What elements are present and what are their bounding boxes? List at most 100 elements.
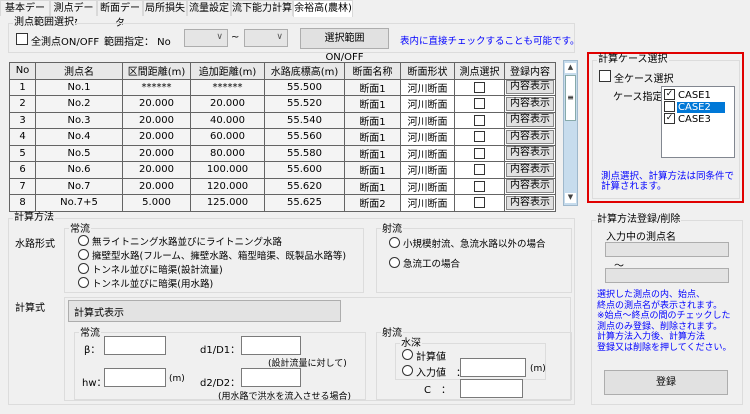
tab-2[interactable]: 断面データ bbox=[97, 0, 143, 29]
channel-type-radio[interactable] bbox=[78, 235, 89, 246]
point-select-cell[interactable] bbox=[454, 161, 505, 179]
table-cell: 55.620 bbox=[264, 177, 345, 195]
d2-input[interactable] bbox=[241, 368, 301, 387]
channel-type-radio[interactable] bbox=[389, 237, 400, 248]
show-content-cell[interactable]: 内容表示 bbox=[504, 78, 556, 96]
table-cell: 1 bbox=[9, 78, 36, 96]
show-content-button[interactable]: 内容表示 bbox=[506, 113, 554, 128]
show-content-cell[interactable]: 内容表示 bbox=[504, 177, 556, 195]
channel-type-radio[interactable] bbox=[78, 277, 89, 288]
table-row[interactable]: 2 No.2 20.000 20.000 55.520 断面1 河川断面 内容表示 bbox=[9, 95, 556, 113]
range-to-combo[interactable]: ∨ bbox=[244, 29, 288, 47]
channel-type-radio[interactable] bbox=[78, 249, 89, 260]
point-select-checkbox[interactable] bbox=[474, 147, 485, 159]
point-select-cell[interactable] bbox=[454, 144, 505, 162]
depth-input-field[interactable] bbox=[460, 358, 526, 377]
range-from-combo[interactable]: ∨ bbox=[184, 29, 228, 47]
case-label: CASE2 bbox=[677, 101, 725, 113]
depth-calc-radio[interactable] bbox=[402, 349, 413, 360]
depth-input-radio[interactable] bbox=[402, 365, 413, 376]
point-select-checkbox[interactable] bbox=[474, 114, 485, 126]
case-item[interactable]: CASE2 bbox=[664, 101, 734, 114]
d1-input[interactable] bbox=[241, 336, 301, 355]
table-cell: 55.500 bbox=[264, 78, 345, 96]
all-cases-checkbox[interactable] bbox=[599, 70, 611, 82]
scroll-thumb[interactable]: ≡ bbox=[565, 75, 576, 121]
table-row[interactable]: 6 No.6 20.000 100.000 55.600 断面1 河川断面 内容表示 bbox=[9, 161, 556, 179]
show-content-cell[interactable]: 内容表示 bbox=[504, 111, 556, 129]
range-toggle-button[interactable]: 選択範囲 ON/OFF bbox=[300, 28, 389, 63]
show-content-button[interactable]: 内容表示 bbox=[506, 195, 554, 210]
show-content-button[interactable]: 内容表示 bbox=[506, 96, 554, 111]
beta-input[interactable] bbox=[104, 336, 166, 355]
point-select-checkbox[interactable] bbox=[474, 197, 485, 208]
all-points-checkbox[interactable] bbox=[16, 33, 28, 45]
point-select-cell[interactable] bbox=[454, 111, 505, 129]
case-listbox[interactable]: ✓ CASE1 CASE2 ✓ CASE3 bbox=[661, 86, 735, 158]
case-checkbox[interactable]: ✓ bbox=[664, 89, 675, 100]
point-select-checkbox[interactable] bbox=[474, 131, 485, 142]
table-cell: 55.520 bbox=[264, 95, 345, 113]
table-row[interactable]: 8 No.7+5 5.000 125.000 55.625 断面2 河川断面 内容表示 bbox=[9, 194, 556, 212]
case-item[interactable]: ✓ CASE1 bbox=[664, 89, 734, 102]
scroll-up-icon[interactable]: ▲ bbox=[565, 63, 576, 73]
tab-1[interactable]: 測点データ bbox=[50, 0, 97, 29]
table-cell: 断面1 bbox=[344, 111, 401, 129]
show-content-cell[interactable]: 内容表示 bbox=[504, 194, 556, 212]
chevron-down-icon: ∨ bbox=[276, 32, 283, 42]
table-row[interactable]: 7 No.7 20.000 120.000 55.620 断面1 河川断面 内容表示 bbox=[9, 177, 556, 195]
register-button[interactable]: 登録 bbox=[604, 370, 728, 395]
point-select-cell[interactable] bbox=[454, 128, 505, 146]
show-content-cell[interactable]: 内容表示 bbox=[504, 144, 556, 162]
show-content-cell[interactable]: 内容表示 bbox=[504, 95, 556, 113]
show-content-button[interactable]: 内容表示 bbox=[506, 129, 554, 144]
point-select-cell[interactable] bbox=[454, 177, 505, 195]
table-row[interactable]: 5 No.5 20.000 80.000 55.580 断面1 河川断面 内容表示 bbox=[9, 144, 556, 162]
table-cell: 20.000 bbox=[122, 144, 191, 162]
point-select-checkbox[interactable] bbox=[474, 180, 485, 192]
point-select-cell[interactable] bbox=[454, 194, 505, 212]
point-select-checkbox[interactable] bbox=[474, 164, 485, 175]
table-row[interactable]: 1 No.1 ****** ****** 55.500 断面1 河川断面 内容表示 bbox=[9, 78, 556, 96]
scroll-down-icon[interactable]: ▼ bbox=[565, 193, 576, 203]
c-input[interactable] bbox=[460, 379, 523, 398]
case-checkbox[interactable]: ✓ bbox=[664, 113, 675, 124]
case-checkbox[interactable] bbox=[664, 101, 675, 112]
channel-type-label: 水路形式 bbox=[15, 239, 55, 250]
show-content-button[interactable]: 内容表示 bbox=[506, 80, 554, 95]
show-content-button[interactable]: 内容表示 bbox=[506, 179, 554, 194]
table-row[interactable]: 4 No.4 20.000 60.000 55.560 断面1 河川断面 内容表示 bbox=[9, 128, 556, 146]
case-note: 測点選択、計算方法は同条件で計算されます。 bbox=[601, 171, 735, 192]
depth-unit: (m) bbox=[530, 364, 546, 374]
all-cases-label: 全ケース選択 bbox=[614, 74, 674, 85]
show-content-cell[interactable]: 内容表示 bbox=[504, 128, 556, 146]
point-select-checkbox[interactable] bbox=[474, 98, 485, 109]
point-select-cell[interactable] bbox=[454, 78, 505, 96]
point-select-cell[interactable] bbox=[454, 95, 505, 113]
tab-6[interactable]: 余裕高(農林) bbox=[293, 0, 353, 17]
show-content-cell[interactable]: 内容表示 bbox=[504, 161, 556, 179]
supercritical-label: 射流 bbox=[381, 224, 403, 236]
column-header: 測点名 bbox=[35, 62, 123, 80]
table-cell: 20.000 bbox=[122, 128, 191, 146]
channel-type-radio[interactable] bbox=[389, 257, 400, 268]
tab-3[interactable]: 局所損失 bbox=[143, 0, 187, 16]
table-cell: No.1 bbox=[35, 78, 123, 96]
table-cell: 20.000 bbox=[190, 95, 265, 113]
table-cell: 河川断面 bbox=[400, 161, 455, 179]
subcritical-label: 常流 bbox=[69, 224, 91, 236]
tab-5[interactable]: 流下能力計算 bbox=[231, 0, 293, 16]
hw-input[interactable] bbox=[104, 368, 166, 387]
table-cell: 断面1 bbox=[344, 177, 401, 195]
table-row[interactable]: 3 No.3 20.000 40.000 55.540 断面1 河川断面 内容表示 bbox=[9, 111, 556, 129]
channel-type-radio[interactable] bbox=[78, 263, 89, 274]
case-item[interactable]: ✓ CASE3 bbox=[664, 113, 734, 126]
tab-4[interactable]: 流量設定 bbox=[187, 0, 231, 16]
show-content-button[interactable]: 内容表示 bbox=[506, 162, 554, 177]
case-group-label: 計算ケース選択 bbox=[597, 54, 669, 66]
table-header: No 測点名 区間距離(m) 追加距離(m) 水路底標高(m) 断面名称 断面形状 測点選択登… bbox=[9, 62, 556, 80]
show-content-button[interactable]: 内容表示 bbox=[506, 146, 554, 161]
table-scrollbar[interactable]: ▲ ≡ ▼ bbox=[563, 60, 578, 206]
point-select-checkbox[interactable] bbox=[474, 81, 485, 93]
tab-0[interactable]: 基本データ bbox=[0, 0, 50, 29]
